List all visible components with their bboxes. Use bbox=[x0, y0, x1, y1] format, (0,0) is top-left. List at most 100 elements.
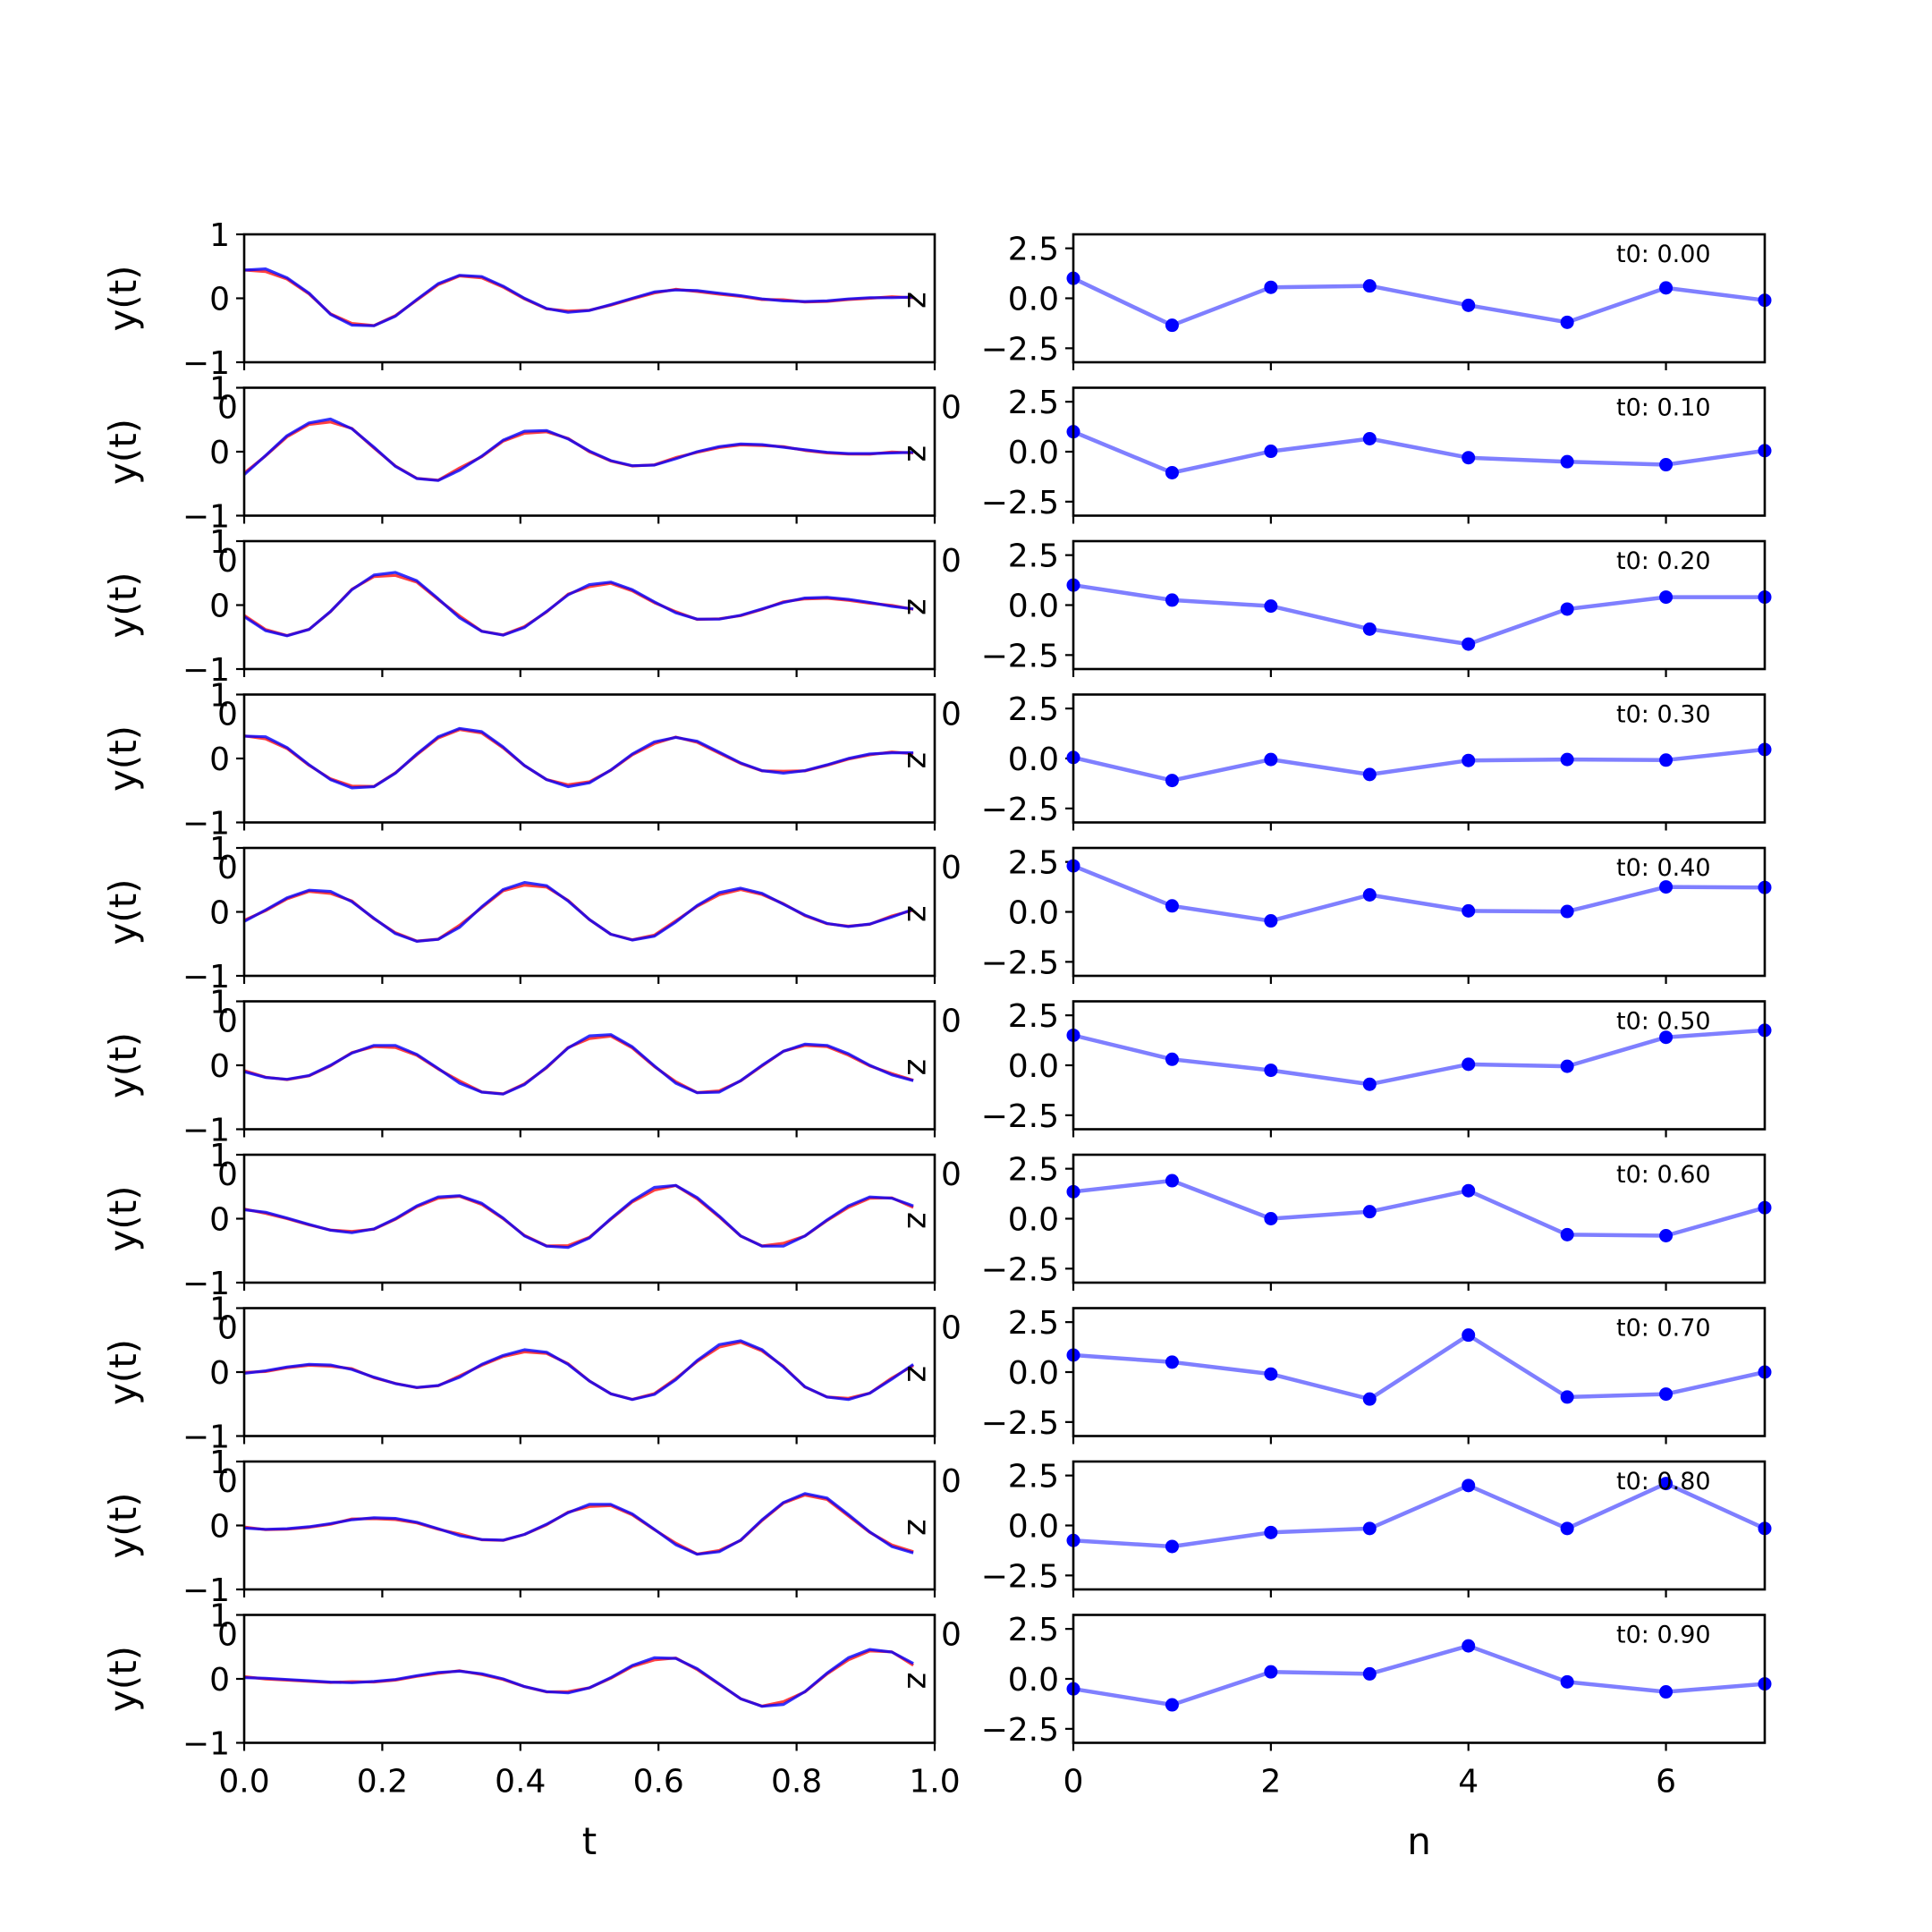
left-ylabel-group: y(t) bbox=[101, 1032, 145, 1098]
left-ylabel-group: y(t) bbox=[101, 419, 145, 485]
coefficient-point bbox=[1560, 1521, 1574, 1536]
series-line-blue bbox=[243, 1648, 914, 1708]
coefficient-line bbox=[1072, 1333, 1766, 1402]
left-panel-frame bbox=[242, 539, 936, 671]
left-ylabel-group: y(t) bbox=[101, 1492, 145, 1558]
left-ytick-label: 1 bbox=[209, 1292, 230, 1328]
t0-annotation: t0: 0.70 bbox=[1616, 1315, 1711, 1343]
coefficient-line bbox=[1072, 1643, 1766, 1707]
left-ytick-label: 0 bbox=[209, 1048, 230, 1085]
left-panel-5: 010−1zy(t) bbox=[101, 985, 936, 1149]
left-ytick-label: 0 bbox=[209, 1202, 230, 1239]
coefficient-line bbox=[1072, 1178, 1766, 1238]
left-panel-7: 010−1zy(t) bbox=[101, 1292, 936, 1456]
coefficient-point bbox=[1659, 880, 1674, 894]
left-ylabel-group: y(t) bbox=[101, 1185, 145, 1251]
left-xtick-label: 0.4 bbox=[495, 1764, 546, 1801]
right-axis-label-group: z bbox=[900, 292, 936, 309]
coefficient-point bbox=[1264, 1063, 1278, 1078]
right-panel-8: 0 2.5 0.0 −2.5 t0: 0.80 bbox=[941, 1459, 1772, 1597]
right-ytick-label: −2.5 bbox=[981, 1251, 1059, 1288]
coefficient-point bbox=[1264, 1367, 1278, 1381]
coefficient-point bbox=[1659, 590, 1674, 605]
left-panel-6: 010−1zy(t) bbox=[101, 1138, 936, 1302]
left-ylabel: y(t) bbox=[101, 419, 145, 485]
t0-annotation: t0: 0.40 bbox=[1616, 854, 1711, 882]
left-panel-frame bbox=[242, 846, 936, 978]
right-panel-6: 0 2.5 0.0 −2.5 t0: 0.60 bbox=[941, 1152, 1772, 1291]
t0-annotation: t0: 0.50 bbox=[1616, 1008, 1711, 1036]
left-ylabel-group: y(t) bbox=[101, 1339, 145, 1405]
t0-annotation: t0: 0.90 bbox=[1616, 1622, 1711, 1649]
right-panel-5: 0 2.5 0.0 −2.5 t0: 0.50 bbox=[941, 998, 1772, 1138]
left-ytick-label: 0 bbox=[209, 435, 230, 471]
left-ytick-label: 0 bbox=[209, 1355, 230, 1392]
left-panel-3: 010−1zy(t) bbox=[101, 678, 936, 843]
right-ytick-label: 2.5 bbox=[1008, 385, 1059, 421]
t0-annotation: t0: 0.10 bbox=[1616, 394, 1711, 422]
coefficient-point bbox=[1560, 752, 1574, 767]
coefficient-point bbox=[1165, 1052, 1179, 1066]
coefficient-point bbox=[1560, 1390, 1574, 1404]
left-ytick-label: 1 bbox=[209, 985, 230, 1021]
left-ytick-label: −1 bbox=[182, 1572, 230, 1609]
left-ylabel: y(t) bbox=[101, 1646, 145, 1712]
coefficient-line bbox=[1072, 582, 1765, 647]
right-ytick-label: 0.0 bbox=[1008, 435, 1059, 471]
left-panel-frame bbox=[242, 693, 936, 824]
series-line-blue bbox=[243, 571, 914, 638]
right-panel-frame bbox=[1072, 539, 1767, 671]
coefficient-point bbox=[1165, 1539, 1179, 1554]
coefficient-point bbox=[1462, 1639, 1476, 1653]
t0-annotation: t0: 0.60 bbox=[1616, 1161, 1711, 1189]
coefficient-point bbox=[1462, 298, 1476, 312]
right-xtick-label: 4 bbox=[1458, 1764, 1479, 1801]
coefficient-point bbox=[1264, 752, 1278, 767]
right-ytick-label: −2.5 bbox=[981, 331, 1059, 368]
left-ytick-label: 1 bbox=[209, 524, 230, 561]
left-ytick-label: −1 bbox=[182, 652, 230, 689]
coefficient-point bbox=[1462, 1328, 1476, 1343]
right-panel-frame bbox=[1072, 1307, 1767, 1437]
left-ytick-label: −1 bbox=[182, 1419, 230, 1456]
left-ytick-label: 1 bbox=[209, 217, 230, 254]
right-ytick-label: 2.5 bbox=[1008, 1459, 1059, 1496]
series-line-red bbox=[243, 884, 914, 943]
right-panel-frame bbox=[1072, 233, 1767, 364]
right-corner-label: 0 bbox=[941, 1004, 962, 1040]
coefficient-point bbox=[1362, 1392, 1377, 1406]
right-axis-label: z bbox=[900, 1673, 936, 1690]
coefficient-point bbox=[1362, 431, 1377, 445]
right-ytick-label: 2.5 bbox=[1008, 845, 1059, 882]
left-ytick-label: 0 bbox=[209, 895, 230, 932]
left-ylabel: y(t) bbox=[101, 572, 145, 638]
right-axis-label: z bbox=[900, 1212, 936, 1229]
series-line-red bbox=[243, 728, 914, 788]
left-corner-label: 0 bbox=[217, 1004, 238, 1040]
coefficient-point bbox=[1362, 1077, 1377, 1091]
left-ytick-label: 1 bbox=[209, 831, 230, 868]
right-axis-label-group: z bbox=[900, 1673, 936, 1690]
coefficient-point bbox=[1560, 454, 1574, 469]
series-line-blue bbox=[243, 881, 914, 943]
left-panel-frame bbox=[242, 1153, 936, 1284]
right-ytick-label: −2.5 bbox=[981, 638, 1059, 674]
coefficient-point bbox=[1462, 1479, 1476, 1493]
left-ytick-label: −1 bbox=[182, 1266, 230, 1302]
t0-annotation: t0: 0.80 bbox=[1616, 1468, 1711, 1496]
right-panel-frame bbox=[1072, 1460, 1767, 1591]
right-ytick-label: 2.5 bbox=[1008, 1612, 1059, 1648]
left-ylabel-group: y(t) bbox=[101, 572, 145, 638]
coefficient-point bbox=[1462, 637, 1476, 651]
left-ytick-label: 0 bbox=[209, 589, 230, 625]
coefficient-point bbox=[1560, 1059, 1574, 1073]
series-line-blue bbox=[243, 267, 914, 327]
coefficient-point bbox=[1659, 1685, 1674, 1699]
coefficient-point bbox=[1560, 1674, 1574, 1689]
left-ytick-label: 0 bbox=[209, 282, 230, 318]
right-corner-label: 0 bbox=[941, 1310, 962, 1347]
right-panel-frame bbox=[1072, 1000, 1767, 1131]
coefficient-point bbox=[1462, 903, 1476, 918]
coefficient-point bbox=[1165, 899, 1179, 913]
